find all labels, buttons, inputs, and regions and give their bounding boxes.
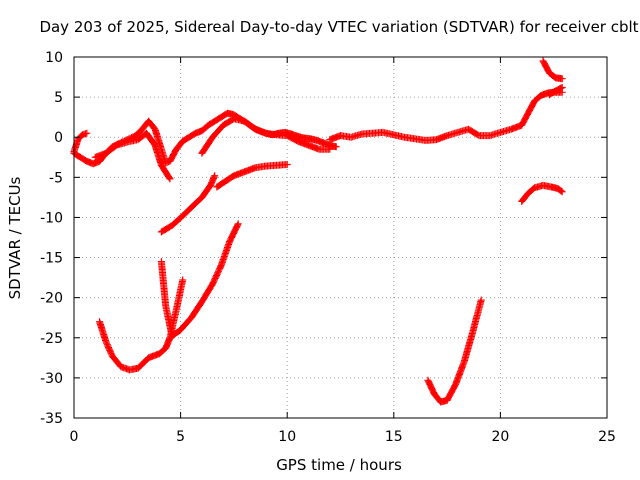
x-tick-label: 25 [598,429,616,445]
data-series-arc-7 [213,161,291,191]
data-series-arc-10 [539,57,566,83]
y-tick-label: 5 [54,90,63,106]
x-tick-label: 0 [70,429,79,445]
x-tick-label: 10 [278,429,296,445]
x-tick-label: 5 [176,429,185,445]
plot-frame [73,56,608,419]
data-series-arc-2 [70,129,91,156]
y-tick-label: -25 [40,331,63,347]
data-series-arc-12 [518,181,566,205]
data-points [70,57,566,406]
data-series-arc-4 [96,276,187,374]
y-tick-label: -35 [40,411,63,427]
y-tick-label: -30 [40,371,63,387]
data-series-arc-9 [326,88,566,144]
axis-ticks: 0 5 10 15 20 25 -35 -30 -25 -20 -15 -10 -5 0 5 10 [40,50,616,445]
data-series-arc-13 [424,296,485,406]
y-tick-label: -10 [40,210,63,226]
y-tick-label: 0 [54,130,63,146]
data-series-arc-5 [157,220,242,340]
y-tick-label: 10 [45,50,63,66]
data-series-arc-3 [91,129,174,183]
data-series-arc-6 [157,172,219,236]
data-series-arc-11 [545,84,566,99]
x-axis-label: GPS time / hours [276,456,402,474]
y-axis-label: SDTVAR / TECUs [6,176,24,299]
y-tick-label: -20 [40,291,63,307]
x-tick-label: 15 [385,429,403,445]
x-tick-label: 20 [491,429,509,445]
chart-title: Day 203 of 2025, Sidereal Day-to-day VTE… [39,18,638,36]
data-series-arc-8 [198,115,334,157]
y-tick-label: -5 [49,170,63,186]
y-tick-label: -15 [40,251,63,267]
